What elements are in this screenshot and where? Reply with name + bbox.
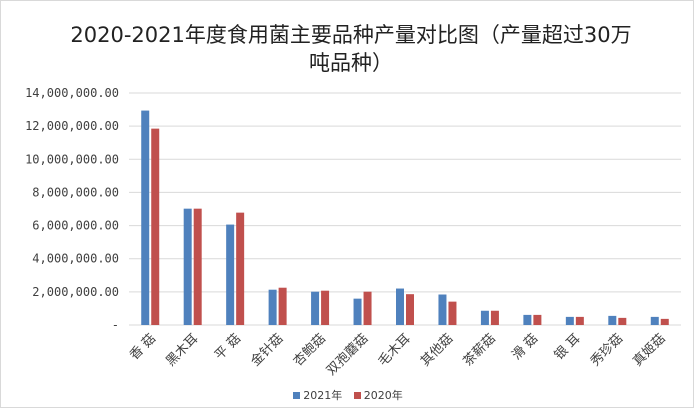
bar-2020 xyxy=(406,294,414,325)
legend: 2021年 2020年 xyxy=(1,387,693,403)
bar-2021 xyxy=(608,315,617,325)
x-tick-label: 银 耳 xyxy=(552,331,584,363)
bar-2020 xyxy=(236,212,245,325)
y-tick-label: 4,000,000.00 xyxy=(32,252,119,266)
x-tick-label: 双孢蘑菇 xyxy=(324,331,371,378)
bar-2020 xyxy=(618,317,627,325)
bar-2020 xyxy=(321,290,330,325)
legend-swatch xyxy=(293,391,301,399)
legend-item-2021: 2021年 xyxy=(293,387,342,403)
bar-2020 xyxy=(660,318,669,325)
bar-2021 xyxy=(141,110,150,326)
chart-title: 2020-2021年度食用菌主要品种产量对比图（产量超过30万吨品种） xyxy=(70,23,632,75)
x-tick-label: 其他菇 xyxy=(418,331,456,369)
bar-2021 xyxy=(565,316,574,325)
bar-2021 xyxy=(183,208,192,325)
x-tick-label: 滑 菇 xyxy=(509,331,541,363)
y-tick-label: 12,000,000.00 xyxy=(25,119,119,133)
bar-2020 xyxy=(448,301,457,325)
x-tick-label: 平 菇 xyxy=(212,331,244,363)
legend-item-2020: 2020年 xyxy=(353,387,403,403)
x-tick-label: 杏鲍菇 xyxy=(291,331,329,369)
y-tick-label: 10,000,000.00 xyxy=(25,152,119,166)
x-tick-label: 金针菇 xyxy=(248,331,287,370)
y-tick-label: - xyxy=(112,318,119,332)
y-tick-label: 14,000,000.00 xyxy=(25,86,119,100)
bar-2021 xyxy=(523,314,532,325)
bar-2020 xyxy=(533,314,542,325)
x-tick-label: 秀珍菇 xyxy=(588,331,626,369)
bar-2021 xyxy=(396,288,404,325)
bar-2020 xyxy=(363,291,372,325)
bar-2020 xyxy=(151,128,160,325)
legend-label: 2021年 xyxy=(303,389,343,402)
legend-label: 2020年 xyxy=(363,389,403,402)
bar-2020 xyxy=(575,316,584,325)
bar-2021 xyxy=(650,316,659,325)
bar-2020 xyxy=(490,310,499,325)
x-tick-label: 黑木耳 xyxy=(163,331,201,369)
x-tick-label: 真姬菇 xyxy=(630,331,668,369)
bar-2021 xyxy=(226,224,235,325)
x-tick-label: 茶薪菇 xyxy=(460,331,499,370)
x-tick-label: 香 菇 xyxy=(127,331,159,363)
bar-2021 xyxy=(480,310,489,325)
y-tick-label: 6,000,000.00 xyxy=(32,219,119,233)
bar-2020 xyxy=(278,287,287,325)
bar-2021 xyxy=(311,291,320,325)
x-tick-label: 毛木耳 xyxy=(376,331,414,369)
bar-2021 xyxy=(438,294,447,325)
y-tick-label: 2,000,000.00 xyxy=(32,285,119,299)
bar-2020 xyxy=(193,208,202,325)
y-tick-label: 8,000,000.00 xyxy=(32,185,119,199)
bar-2021 xyxy=(353,298,362,325)
bar-2021 xyxy=(268,289,277,325)
legend-swatch xyxy=(353,391,361,399)
